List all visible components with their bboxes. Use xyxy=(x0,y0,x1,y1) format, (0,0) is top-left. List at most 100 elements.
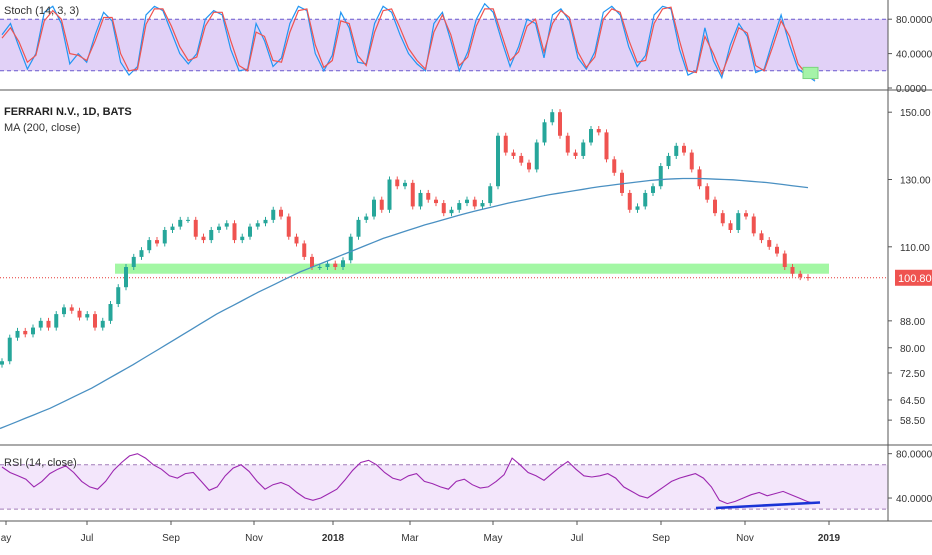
candle-body xyxy=(666,155,671,167)
candle-body xyxy=(728,223,733,230)
candle-body xyxy=(573,152,578,156)
candle-body xyxy=(364,216,369,220)
candle-body xyxy=(317,267,322,268)
rsi-line xyxy=(1,453,816,505)
candle-body xyxy=(503,135,508,153)
candle-body xyxy=(62,307,66,315)
ma-200-line xyxy=(0,177,809,430)
time-tick-label: Jul xyxy=(571,533,584,544)
candle-body xyxy=(217,226,221,230)
candle-body xyxy=(782,253,787,267)
candle-body xyxy=(542,122,547,143)
rsi-ytick-label: 80.0000 xyxy=(896,450,932,461)
time-tick-label: 2019 xyxy=(818,533,841,544)
candle-body xyxy=(139,250,144,257)
candle-body xyxy=(348,236,353,261)
price-ytick-label: 150.00 xyxy=(900,108,931,119)
candle-body xyxy=(627,192,632,210)
candle-body xyxy=(124,267,128,288)
candle-body xyxy=(426,192,431,200)
candle-body xyxy=(798,273,803,278)
candle-body xyxy=(713,199,717,214)
candle-body xyxy=(720,213,725,224)
stoch-series-1-line xyxy=(1,6,816,80)
candle-body xyxy=(658,166,663,187)
candle-body xyxy=(31,327,35,335)
candle-body xyxy=(0,361,4,365)
ma-legend: MA (200, close) xyxy=(4,122,80,134)
candle-body xyxy=(93,314,97,328)
candle-body xyxy=(286,216,291,237)
rsi-band xyxy=(0,464,888,510)
candle-body xyxy=(131,256,136,267)
candle-body xyxy=(379,199,384,210)
candle-body xyxy=(178,219,183,227)
candle-body xyxy=(635,206,640,210)
price-ytick-label: 58.50 xyxy=(900,416,925,427)
time-tick-label: Sep xyxy=(162,533,180,544)
candle-body xyxy=(472,199,477,207)
candle-body xyxy=(100,320,105,328)
candle-body xyxy=(341,260,345,267)
candle-body xyxy=(689,152,694,170)
candle-body xyxy=(527,162,531,170)
candle-body xyxy=(449,209,454,214)
time-tick-label: May xyxy=(484,533,503,544)
candle-body xyxy=(232,223,237,241)
price-ytick-label: 110.00 xyxy=(900,243,930,254)
candle-body xyxy=(224,223,229,227)
candle-body xyxy=(767,240,772,247)
time-tick-label: Sep xyxy=(652,533,670,544)
candle-body xyxy=(744,213,748,217)
time-tick-label: 2018 xyxy=(322,533,345,544)
time-tick-label: Nov xyxy=(245,533,263,544)
stoch-ytick-label: 80.0000 xyxy=(896,15,932,26)
candle-body xyxy=(581,142,586,156)
price-ytick-label: 88.00 xyxy=(900,317,925,328)
candle-body xyxy=(434,199,438,204)
candle-body xyxy=(302,243,307,257)
candle-body xyxy=(279,209,283,217)
candle-body xyxy=(751,216,756,234)
price-ytick-label: 80.00 xyxy=(900,344,925,355)
candle-body xyxy=(790,267,795,274)
time-tick-label: Mar xyxy=(401,533,419,544)
candle-body xyxy=(77,310,82,318)
candle-body xyxy=(46,320,51,328)
candle-body xyxy=(356,219,361,237)
time-tick-label: ay xyxy=(1,533,12,544)
candle-body xyxy=(201,236,206,241)
candle-body xyxy=(395,179,400,187)
candle-body xyxy=(441,203,446,214)
candle-body xyxy=(186,219,190,221)
candle-body xyxy=(333,263,338,267)
candle-body xyxy=(193,219,198,237)
candle-body xyxy=(15,330,20,338)
candle-body xyxy=(310,256,314,267)
candle-body xyxy=(457,203,462,210)
rsi-divergence-line xyxy=(715,501,821,510)
candle-body xyxy=(651,186,655,193)
candle-body xyxy=(147,240,152,251)
time-tick-label: Nov xyxy=(736,533,754,544)
candle-body xyxy=(7,337,12,362)
candle-body xyxy=(620,172,624,193)
candle-body xyxy=(248,226,252,237)
time-tick-label: Jul xyxy=(81,533,94,544)
price-title: FERRARI N.V., 1D, BATS xyxy=(4,106,132,118)
candle-body xyxy=(596,129,601,133)
candle-body xyxy=(85,314,90,318)
price-ytick-label: 64.50 xyxy=(900,396,925,407)
candle-body xyxy=(403,182,407,187)
candle-body xyxy=(240,236,245,241)
candle-body xyxy=(705,186,710,200)
candle-body xyxy=(604,132,609,160)
stoch-title: Stoch (14, 3, 3) xyxy=(4,5,79,17)
last-price-label: 100.80 xyxy=(898,273,932,285)
candle-body xyxy=(170,226,175,230)
last-price-badge xyxy=(895,269,932,286)
candle-body xyxy=(255,223,260,227)
candle-body xyxy=(806,277,810,279)
